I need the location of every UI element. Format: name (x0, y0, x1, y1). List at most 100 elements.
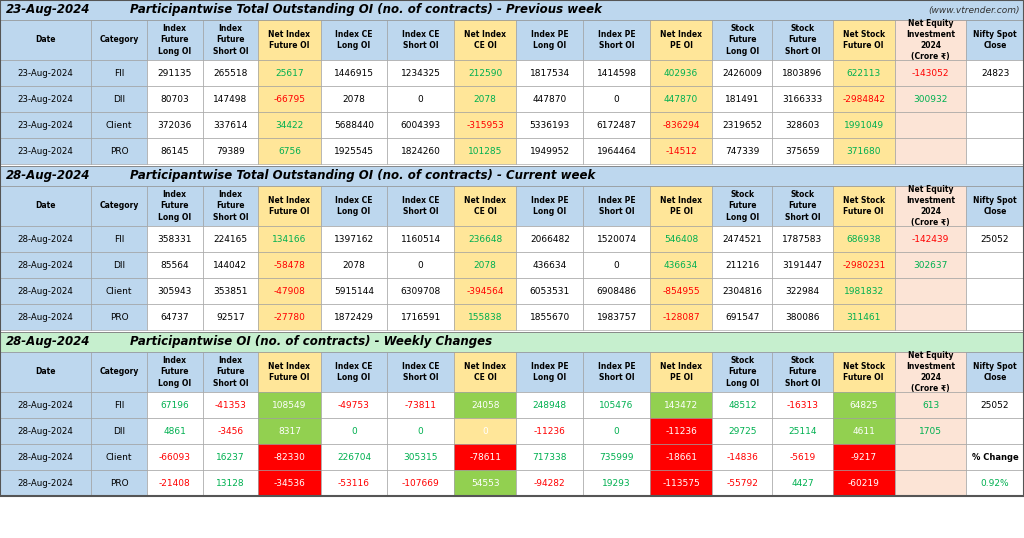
Bar (895, 138, 966, 164)
Bar (833, 112, 895, 138)
Text: 0.92%: 0.92% (981, 478, 1010, 487)
Bar (258, 186, 321, 226)
Bar (258, 226, 321, 252)
Text: Net Index
Future OI: Net Index Future OI (268, 30, 310, 50)
Bar (833, 352, 895, 392)
Bar (713, 60, 772, 86)
Text: 0: 0 (351, 427, 356, 435)
Text: 6004393: 6004393 (400, 121, 440, 130)
Bar (516, 112, 584, 138)
Bar (895, 304, 966, 330)
Text: Net Index
CE OI: Net Index CE OI (464, 362, 506, 382)
Text: Net Index
PE OI: Net Index PE OI (660, 362, 702, 382)
Bar (772, 20, 833, 60)
Bar (584, 278, 650, 304)
Bar (454, 226, 516, 252)
Text: Nifty Spot
Close: Nifty Spot Close (973, 30, 1017, 50)
Bar (650, 252, 713, 278)
Bar (321, 138, 387, 164)
Bar (146, 278, 203, 304)
Bar (713, 138, 772, 164)
Bar (650, 278, 713, 304)
Bar (516, 138, 584, 164)
Bar (454, 60, 516, 86)
Bar (584, 60, 650, 86)
Bar (650, 186, 713, 226)
Text: 226704: 226704 (337, 452, 371, 462)
Bar (895, 226, 966, 252)
Text: 1983757: 1983757 (597, 313, 637, 322)
Bar (584, 226, 650, 252)
Bar (91, 444, 146, 470)
Bar (146, 304, 203, 330)
Bar (650, 226, 713, 252)
Bar (146, 60, 203, 86)
Bar (203, 278, 258, 304)
Text: 67196: 67196 (161, 400, 189, 409)
Bar (833, 86, 895, 112)
Text: 34422: 34422 (275, 121, 303, 130)
Bar (91, 186, 146, 226)
Bar (584, 444, 650, 470)
Bar (321, 304, 387, 330)
Bar (584, 352, 650, 392)
Bar (146, 86, 203, 112)
Bar (258, 60, 321, 86)
Bar (516, 278, 584, 304)
Text: 447870: 447870 (664, 95, 698, 103)
Text: 300932: 300932 (913, 95, 947, 103)
Text: Net Stock
Future OI: Net Stock Future OI (843, 30, 885, 50)
Bar (584, 138, 650, 164)
Text: -41353: -41353 (214, 400, 247, 409)
Bar (203, 252, 258, 278)
Text: 2078: 2078 (474, 95, 497, 103)
Bar (713, 392, 772, 418)
Text: 236648: 236648 (468, 235, 503, 244)
Bar (0, 252, 91, 278)
Bar (321, 112, 387, 138)
Bar (387, 418, 454, 444)
Bar (895, 252, 966, 278)
Bar (966, 470, 1024, 496)
Bar (91, 20, 146, 60)
Bar (0, 60, 91, 86)
Bar (0, 418, 91, 444)
Text: Net Index
Future OI: Net Index Future OI (268, 362, 310, 382)
Text: 0: 0 (613, 427, 620, 435)
Bar (0, 138, 91, 164)
Text: 224165: 224165 (213, 235, 248, 244)
Bar (833, 20, 895, 60)
Bar (966, 418, 1024, 444)
Bar (650, 352, 713, 392)
Text: Category: Category (99, 202, 139, 210)
Text: 0: 0 (482, 427, 488, 435)
Bar (0, 226, 91, 252)
Bar (584, 86, 650, 112)
Text: 305943: 305943 (158, 287, 191, 295)
Text: 1414598: 1414598 (597, 68, 637, 77)
Bar (584, 304, 650, 330)
Text: Index CE
Short OI: Index CE Short OI (402, 362, 439, 382)
Bar (0, 0, 1024, 20)
Text: Index
Future
Long OI: Index Future Long OI (158, 24, 191, 55)
Bar (772, 252, 833, 278)
Bar (516, 60, 584, 86)
Text: 54553: 54553 (471, 478, 500, 487)
Bar (454, 278, 516, 304)
Bar (772, 112, 833, 138)
Bar (966, 186, 1024, 226)
Text: Nifty Spot
Close: Nifty Spot Close (973, 196, 1017, 216)
Bar (387, 138, 454, 164)
Bar (203, 138, 258, 164)
Text: Net Index
Future OI: Net Index Future OI (268, 196, 310, 216)
Text: 143472: 143472 (665, 400, 698, 409)
Text: 4861: 4861 (163, 427, 186, 435)
Text: 105476: 105476 (599, 400, 634, 409)
Bar (772, 60, 833, 86)
Text: Participantwise Total Outstanding OI (no. of contracts) - Current week: Participantwise Total Outstanding OI (no… (130, 169, 595, 182)
Text: 546408: 546408 (664, 235, 698, 244)
Bar (895, 418, 966, 444)
Text: FII: FII (114, 68, 124, 77)
Bar (0, 444, 91, 470)
Bar (713, 444, 772, 470)
